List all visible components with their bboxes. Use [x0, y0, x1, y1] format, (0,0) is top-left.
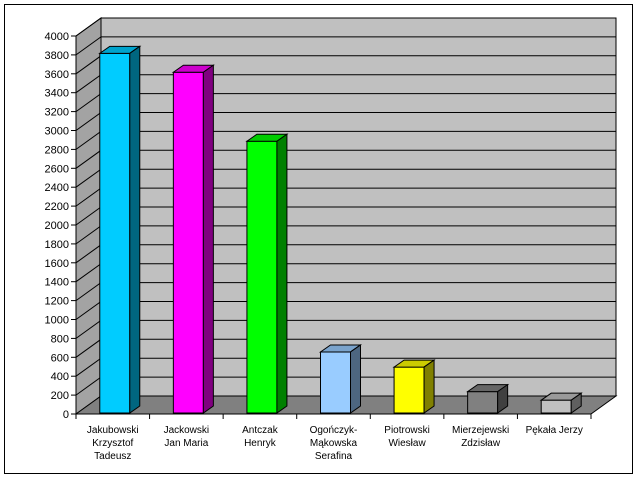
- y-tick-label: 2800: [45, 144, 69, 156]
- bar-side: [423, 359, 435, 414]
- bar: [540, 399, 572, 414]
- x-tick-label-line: Serafina: [315, 451, 353, 462]
- y-tick-label: 3000: [45, 126, 69, 138]
- bar-side: [276, 133, 288, 414]
- bar-side: [570, 392, 582, 414]
- x-tick-label-line: Jakubowski: [87, 425, 139, 436]
- bar: [246, 140, 278, 414]
- x-tick-label-line: Henryk: [244, 438, 277, 449]
- x-tick-label: Mierzejewski Zdzisław: [452, 425, 509, 449]
- x-tick-label-line: Mierzejewski: [452, 425, 509, 436]
- gridline: [75, 17, 616, 37]
- bar-side: [202, 64, 214, 414]
- bar-side: [350, 343, 361, 414]
- x-tick-label-line: Antczak: [242, 425, 279, 436]
- bar: [320, 351, 351, 414]
- y-tick-label: 3200: [45, 107, 69, 119]
- bar-side: [129, 45, 141, 414]
- x-tick-label-line: Wiesław: [388, 438, 426, 449]
- x-tick-label: Antczak Henryk: [242, 425, 279, 449]
- y-tick-label: 800: [51, 333, 69, 345]
- x-tick-label-line: Krzysztof: [92, 438, 133, 449]
- x-tick-label-line: Zdzisław: [461, 438, 501, 449]
- chart-frame: 0 200 400 600 800 1000 1200 1400 1600 1800 2000 220…: [4, 4, 633, 474]
- x-tick-label-line: Mąkowska: [310, 438, 358, 449]
- x-tick-label: Piotrowski Wiesław: [384, 425, 430, 449]
- y-tick-label: 2000: [45, 220, 69, 232]
- x-tick-label: Pękała Jerzy: [526, 425, 583, 436]
- bar-side: [497, 383, 509, 414]
- y-tick-label: 1000: [45, 315, 69, 327]
- y-tick-label: 600: [51, 352, 69, 364]
- x-tick-label-line: Ogończyk-: [310, 425, 358, 436]
- gridline: [75, 36, 616, 56]
- y-tick-label: 200: [51, 390, 69, 402]
- y-tick-label: 2600: [45, 163, 69, 175]
- y-tick-label: 1200: [45, 296, 69, 308]
- y-tick-label: 2400: [45, 182, 69, 194]
- x-tick-label-line: Tadeusz: [94, 451, 131, 462]
- y-tick-label: 400: [51, 371, 69, 383]
- x-tick-label-line: Pękała Jerzy: [526, 425, 583, 436]
- x-tick-label: Jackowski Jan Maria: [164, 425, 210, 449]
- bar: [393, 366, 425, 414]
- y-tick-label: 3400: [45, 88, 69, 100]
- x-tick-label-line: Jackowski: [164, 425, 210, 436]
- bar: [172, 71, 204, 414]
- x-tick-label: Ogończyk- Mąkowska Serafina: [310, 425, 358, 462]
- bar-chart: 0 200 400 600 800 1000 1200 1400 1600 1800 2000 220…: [45, 17, 618, 462]
- y-tick-label: 0: [63, 409, 69, 421]
- y-tick-label: 1400: [45, 277, 69, 289]
- y-tick-label: 3600: [45, 69, 69, 81]
- y-tick-label: 1600: [45, 258, 69, 270]
- bar: [99, 52, 131, 414]
- y-tick-label: 1800: [45, 239, 69, 251]
- x-tick-label: Jakubowski Krzysztof Tadeusz: [87, 425, 139, 462]
- y-tick-label: 2200: [45, 201, 69, 213]
- y-tick-label: 3800: [45, 50, 69, 62]
- y-tick-label: 4000: [45, 31, 69, 43]
- x-tick-label-line: Jan Maria: [164, 438, 208, 449]
- bar: [467, 391, 499, 414]
- x-tick-label-line: Piotrowski: [384, 425, 430, 436]
